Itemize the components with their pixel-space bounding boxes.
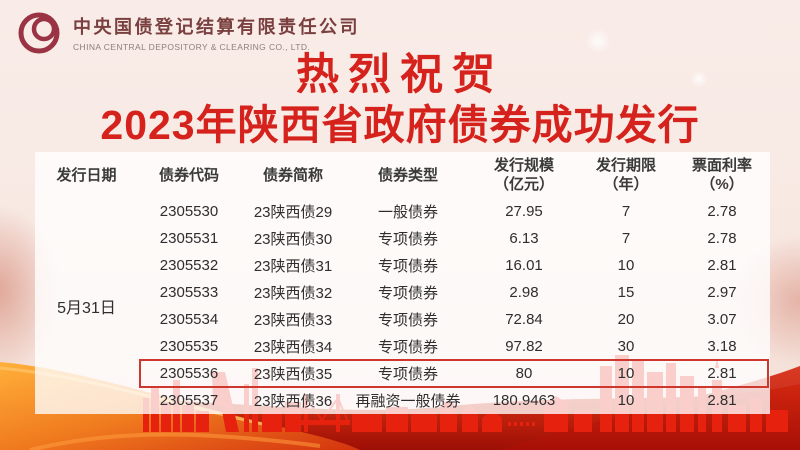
cell-bond-code: 2305534 <box>159 311 219 328</box>
wave-highlight2 <box>29 432 321 450</box>
table-body: 2305530 23陕西债29 一般债券 27.95 7 2.78 230553… <box>35 198 770 414</box>
cell-issue-scale: 97.82 <box>505 338 543 355</box>
cell-issue-scale: 16.01 <box>505 257 543 274</box>
table-row: 2305530 23陕西债29 一般债券 27.95 7 2.78 <box>35 198 770 225</box>
cell-coupon-rate: 3.18 <box>707 338 737 355</box>
cell-coupon-rate: 2.81 <box>707 257 737 274</box>
title-line2: 2023年陕西省政府债券成功发行 <box>100 102 700 148</box>
table-row: 2305537 23陕西债36 再融资一般债券 180.9463 10 2.81 <box>35 387 770 414</box>
table-row: 2305531 23陕西债30 专项债券 6.13 7 2.78 <box>35 225 770 252</box>
col-header-issue-scale: 发行规模 （亿元） <box>470 152 578 198</box>
cell-bond-code: 2305530 <box>159 203 219 220</box>
cell-issue-term: 10 <box>617 392 635 409</box>
cell-bond-code: 2305532 <box>159 257 219 274</box>
table-row-highlighted: 2305536 23陕西债35 专项债券 80 10 2.81 <box>35 359 770 388</box>
cell-issue-term: 7 <box>621 230 631 247</box>
header-unit: （%） <box>700 176 744 193</box>
cell-bond-code: 2305535 <box>159 338 219 355</box>
header-text: 债券简称 <box>262 166 323 184</box>
cell-bond-name: 23陕西债34 <box>253 339 333 356</box>
cell-bond-type: 专项债券 <box>377 366 438 383</box>
col-header-coupon-rate: 票面利率 （%） <box>674 152 770 198</box>
col-header-bond-type: 债券类型 <box>346 152 470 198</box>
cell-coupon-rate: 2.78 <box>707 230 737 247</box>
cell-issue-term: 20 <box>617 311 635 328</box>
logo-name-cn: 中央国债登记结算有限责任公司 <box>73 16 360 38</box>
cell-issue-scale: 6.13 <box>509 230 539 247</box>
header-text: 票面利率 <box>691 157 752 174</box>
cell-issue-scale: 80 <box>515 365 533 382</box>
cell-bond-code: 2305533 <box>159 284 219 301</box>
cell-coupon-rate: 3.07 <box>707 311 737 328</box>
col-header-bond-code: 债券代码 <box>138 152 240 198</box>
cell-coupon-rate: 2.81 <box>707 365 737 382</box>
logo-block: 中央国债登记结算有限责任公司 CHINA CENTRAL DEPOSITORY … <box>16 8 360 56</box>
header-text: 债券代码 <box>158 166 219 184</box>
cell-coupon-rate: 2.78 <box>707 203 737 220</box>
cell-bond-name: 23陕西债33 <box>253 312 333 329</box>
bond-table: 发行日期 债券代码 债券简称 债券类型 发行规模 （亿元） 发行期限 （年） 票… <box>35 152 770 414</box>
cell-bond-name: 23陕西债32 <box>253 285 333 302</box>
col-header-issue-date: 发行日期 <box>35 152 138 198</box>
table-row: 2305535 23陕西债34 专项债券 97.82 30 3.18 <box>35 333 770 360</box>
header-unit: （亿元） <box>493 176 554 193</box>
cell-bond-type: 专项债券 <box>377 312 438 329</box>
ccdc-logo-icon <box>18 12 60 54</box>
cell-bond-type: 专项债券 <box>377 258 438 275</box>
table-row: 2305534 23陕西债33 专项债券 72.84 20 3.07 <box>35 306 770 333</box>
cell-bond-type: 再融资一般债券 <box>355 393 461 410</box>
cell-issue-scale: 180.9463 <box>492 392 556 409</box>
cell-bond-name: 23陕西债35 <box>253 366 333 383</box>
cell-bond-type: 专项债券 <box>377 339 438 356</box>
cell-bond-name: 23陕西债31 <box>253 258 333 275</box>
cell-bond-type: 专项债券 <box>377 231 438 248</box>
logo-name-en: CHINA CENTRAL DEPOSITORY & CLEARING CO.,… <box>73 41 311 52</box>
col-header-bond-name: 债券简称 <box>240 152 346 198</box>
header-text: 发行日期 <box>56 166 117 184</box>
cell-issue-scale: 2.98 <box>509 284 539 301</box>
cell-bond-code: 2305531 <box>159 230 219 247</box>
table-row: 2305533 23陕西债32 专项债券 2.98 15 2.97 <box>35 279 770 306</box>
cell-issue-term: 10 <box>617 257 635 274</box>
col-header-issue-term: 发行期限 （年） <box>578 152 674 198</box>
cell-bond-code: 2305537 <box>159 392 219 409</box>
cell-bond-code: 2305536 <box>159 365 219 382</box>
cell-bond-type: 一般债券 <box>377 204 438 221</box>
cell-issue-scale: 72.84 <box>505 311 543 328</box>
header-text: 债券类型 <box>377 166 438 184</box>
background-sparkle <box>690 70 708 88</box>
header-text: 发行期限 <box>595 157 656 174</box>
header-unit: （年） <box>603 176 649 193</box>
background-sparkle <box>585 28 611 54</box>
cell-coupon-rate: 2.81 <box>707 392 737 409</box>
table-header-row: 发行日期 债券代码 债券简称 债券类型 发行规模 （亿元） 发行期限 （年） 票… <box>35 152 770 198</box>
header-text: 发行规模 <box>493 157 554 174</box>
cell-issue-term: 30 <box>617 338 635 355</box>
cell-issue-term: 10 <box>617 365 635 382</box>
title-line1: 热烈祝贺 <box>296 51 504 99</box>
cell-bond-name: 23陕西债36 <box>253 393 333 410</box>
cell-bond-name: 23陕西债29 <box>253 204 333 221</box>
issue-date-value: 5月31日 <box>57 300 116 317</box>
table-row: 2305532 23陕西债31 专项债券 16.01 10 2.81 <box>35 252 770 279</box>
cell-issue-term: 7 <box>621 203 631 220</box>
cell-coupon-rate: 2.97 <box>707 284 737 301</box>
cell-bond-type: 专项债券 <box>377 285 438 302</box>
cell-issue-term: 15 <box>617 284 635 301</box>
cell-bond-name: 23陕西债30 <box>253 231 333 248</box>
cell-issue-scale: 27.95 <box>505 203 543 220</box>
